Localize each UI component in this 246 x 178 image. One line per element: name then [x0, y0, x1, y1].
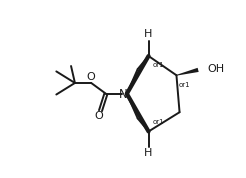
Text: or1: or1 [153, 62, 164, 68]
Text: or1: or1 [153, 119, 164, 125]
Polygon shape [176, 68, 199, 76]
Text: OH: OH [207, 64, 225, 74]
Text: H: H [144, 29, 153, 40]
Text: O: O [86, 72, 95, 82]
Text: or1: or1 [179, 82, 190, 88]
Text: H: H [144, 148, 153, 158]
Text: O: O [94, 111, 103, 121]
Text: N: N [119, 88, 127, 101]
